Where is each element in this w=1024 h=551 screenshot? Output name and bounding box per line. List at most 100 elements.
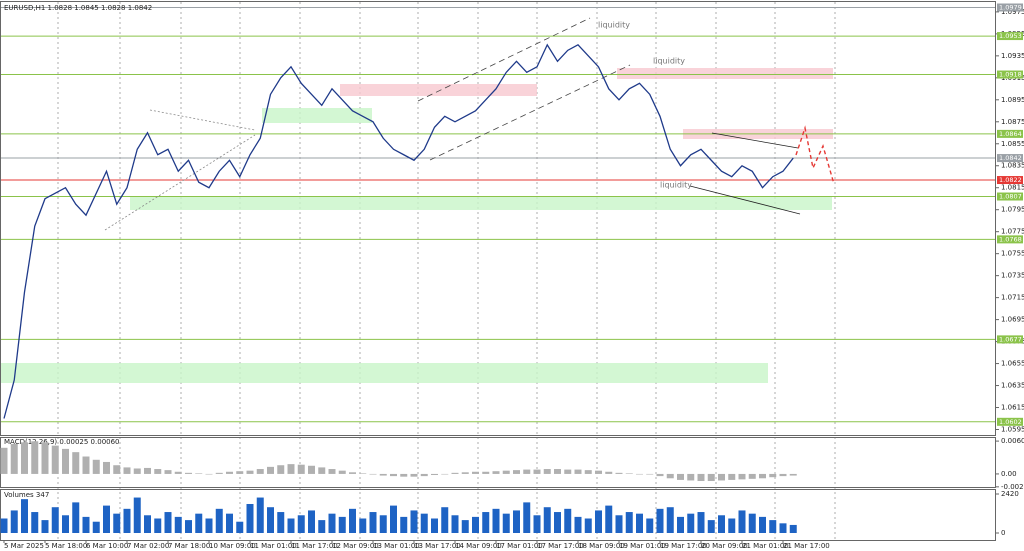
bar xyxy=(666,507,674,533)
y-tick-label: 1.0715 xyxy=(1001,294,1024,302)
bar xyxy=(718,473,725,481)
bar xyxy=(277,465,285,474)
bar xyxy=(779,523,787,533)
y-tick-label: -0.00237 xyxy=(1001,483,1024,491)
bar xyxy=(328,469,336,474)
bar xyxy=(318,520,326,533)
bar xyxy=(338,470,346,474)
level-label-box xyxy=(997,192,1023,201)
bar xyxy=(287,518,295,533)
annotation: liquidity xyxy=(598,21,630,30)
level-label: 1.0602 xyxy=(999,418,1022,426)
bar xyxy=(297,515,305,533)
y-tick-label: 1.0735 xyxy=(1001,272,1024,280)
bar xyxy=(441,507,449,533)
bar xyxy=(789,473,797,476)
x-tick-label: 17 Mar 01:00 xyxy=(496,542,543,550)
bar xyxy=(338,516,346,533)
y-tick-label: 1.0875 xyxy=(1001,118,1024,126)
level-label: 1.0768 xyxy=(999,235,1022,243)
bar xyxy=(92,521,100,533)
y-tick-label: 1.0655 xyxy=(1001,360,1024,368)
x-tick-label: 18 Mar 09:00 xyxy=(578,542,625,550)
volume-title: Volumes 347 xyxy=(4,491,49,499)
x-tick-label: 11 Mar 01:00 xyxy=(250,542,297,550)
bar xyxy=(502,470,510,474)
bar xyxy=(482,471,490,474)
bar xyxy=(656,508,664,533)
bar xyxy=(215,472,223,474)
bar xyxy=(431,473,438,476)
bar xyxy=(636,473,643,475)
bar xyxy=(21,499,28,533)
bar xyxy=(605,471,613,474)
bar xyxy=(379,473,387,476)
bar xyxy=(431,518,438,533)
y-tick-label: 0.00 xyxy=(1001,470,1017,478)
bar xyxy=(359,473,367,474)
bar xyxy=(154,518,162,533)
level-label-box xyxy=(997,235,1023,244)
bar xyxy=(195,513,203,533)
bar xyxy=(451,515,459,533)
bar xyxy=(615,515,623,533)
x-tick-label: 21 Mar 17:00 xyxy=(783,542,830,550)
bar xyxy=(51,445,59,474)
bar xyxy=(625,512,633,533)
chart-title: EURUSD,H1 1.0828 1.0845 1.0828 1.0842 xyxy=(4,4,152,12)
bar xyxy=(523,469,531,474)
bar xyxy=(359,518,367,533)
bar xyxy=(718,515,725,533)
bar xyxy=(748,473,756,479)
bar xyxy=(185,520,192,533)
bar xyxy=(779,473,787,477)
bar xyxy=(410,510,418,533)
bar xyxy=(277,512,285,533)
bar xyxy=(123,467,131,474)
annotation: liquidity xyxy=(660,181,692,190)
bar xyxy=(748,513,756,533)
bar xyxy=(769,520,777,533)
bar xyxy=(287,464,295,474)
bar xyxy=(349,508,356,533)
bar xyxy=(492,508,500,533)
bar xyxy=(472,516,479,533)
bar xyxy=(554,512,561,533)
bar xyxy=(185,472,192,474)
bar xyxy=(103,461,110,474)
bar xyxy=(174,471,182,474)
bar xyxy=(154,469,162,474)
level-label: 1.0979 xyxy=(999,3,1022,11)
bar xyxy=(215,508,223,533)
bar xyxy=(410,473,418,477)
bar xyxy=(308,465,315,474)
bar xyxy=(72,502,80,533)
x-tick-label: 7 Mar 02:00 xyxy=(127,542,169,550)
level-label: 1.0953 xyxy=(999,32,1022,40)
bar xyxy=(636,513,643,533)
bar xyxy=(420,513,428,533)
bar xyxy=(205,473,213,475)
bar xyxy=(728,518,736,533)
x-tick-label: 10 Mar 09:00 xyxy=(209,542,256,550)
x-tick-label: 19 Mar 01:00 xyxy=(619,542,666,550)
bar xyxy=(256,497,264,533)
bar xyxy=(441,473,449,475)
x-tick-label: 7 Mar 18:00 xyxy=(168,542,210,550)
bar xyxy=(513,470,520,474)
bar xyxy=(584,470,592,474)
bar xyxy=(482,512,490,533)
bar xyxy=(226,513,233,533)
bar xyxy=(0,518,8,533)
bar xyxy=(31,441,39,474)
zones xyxy=(0,68,833,383)
bar xyxy=(605,505,613,533)
bar xyxy=(297,464,305,474)
bar xyxy=(308,510,315,533)
level-label: 1.0807 xyxy=(999,193,1022,201)
bar xyxy=(697,473,705,482)
bar xyxy=(113,465,121,474)
annotation: liquidity xyxy=(653,57,685,66)
bar xyxy=(584,518,592,533)
